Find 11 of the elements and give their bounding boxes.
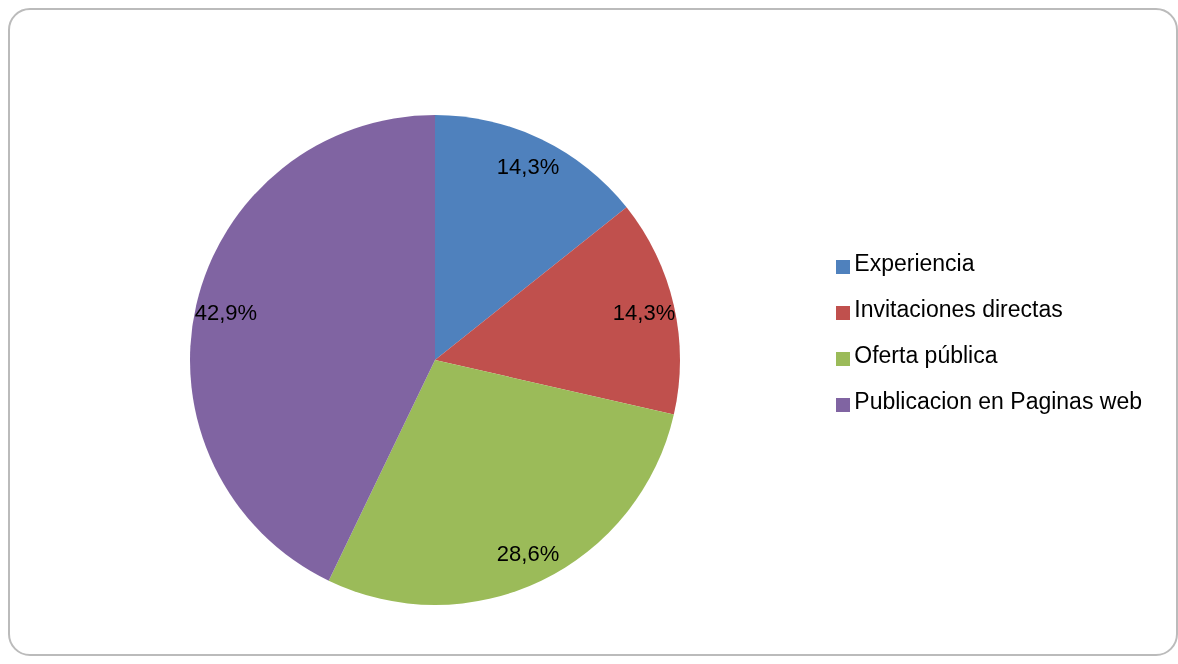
legend-label: Invitaciones directas xyxy=(854,296,1063,322)
legend-label: Publicacion en Paginas web xyxy=(854,388,1142,414)
legend-label: Experiencia xyxy=(854,250,975,276)
pie-slice xyxy=(435,207,680,415)
data-label: 14,3% xyxy=(612,299,676,325)
data-label: 42,9% xyxy=(194,299,258,325)
pie-slice xyxy=(328,360,674,605)
legend-label: Oferta pública xyxy=(854,342,998,368)
pie-slice xyxy=(190,115,435,581)
data-label: 28,6% xyxy=(496,540,560,566)
data-label: 14,3% xyxy=(496,154,560,180)
